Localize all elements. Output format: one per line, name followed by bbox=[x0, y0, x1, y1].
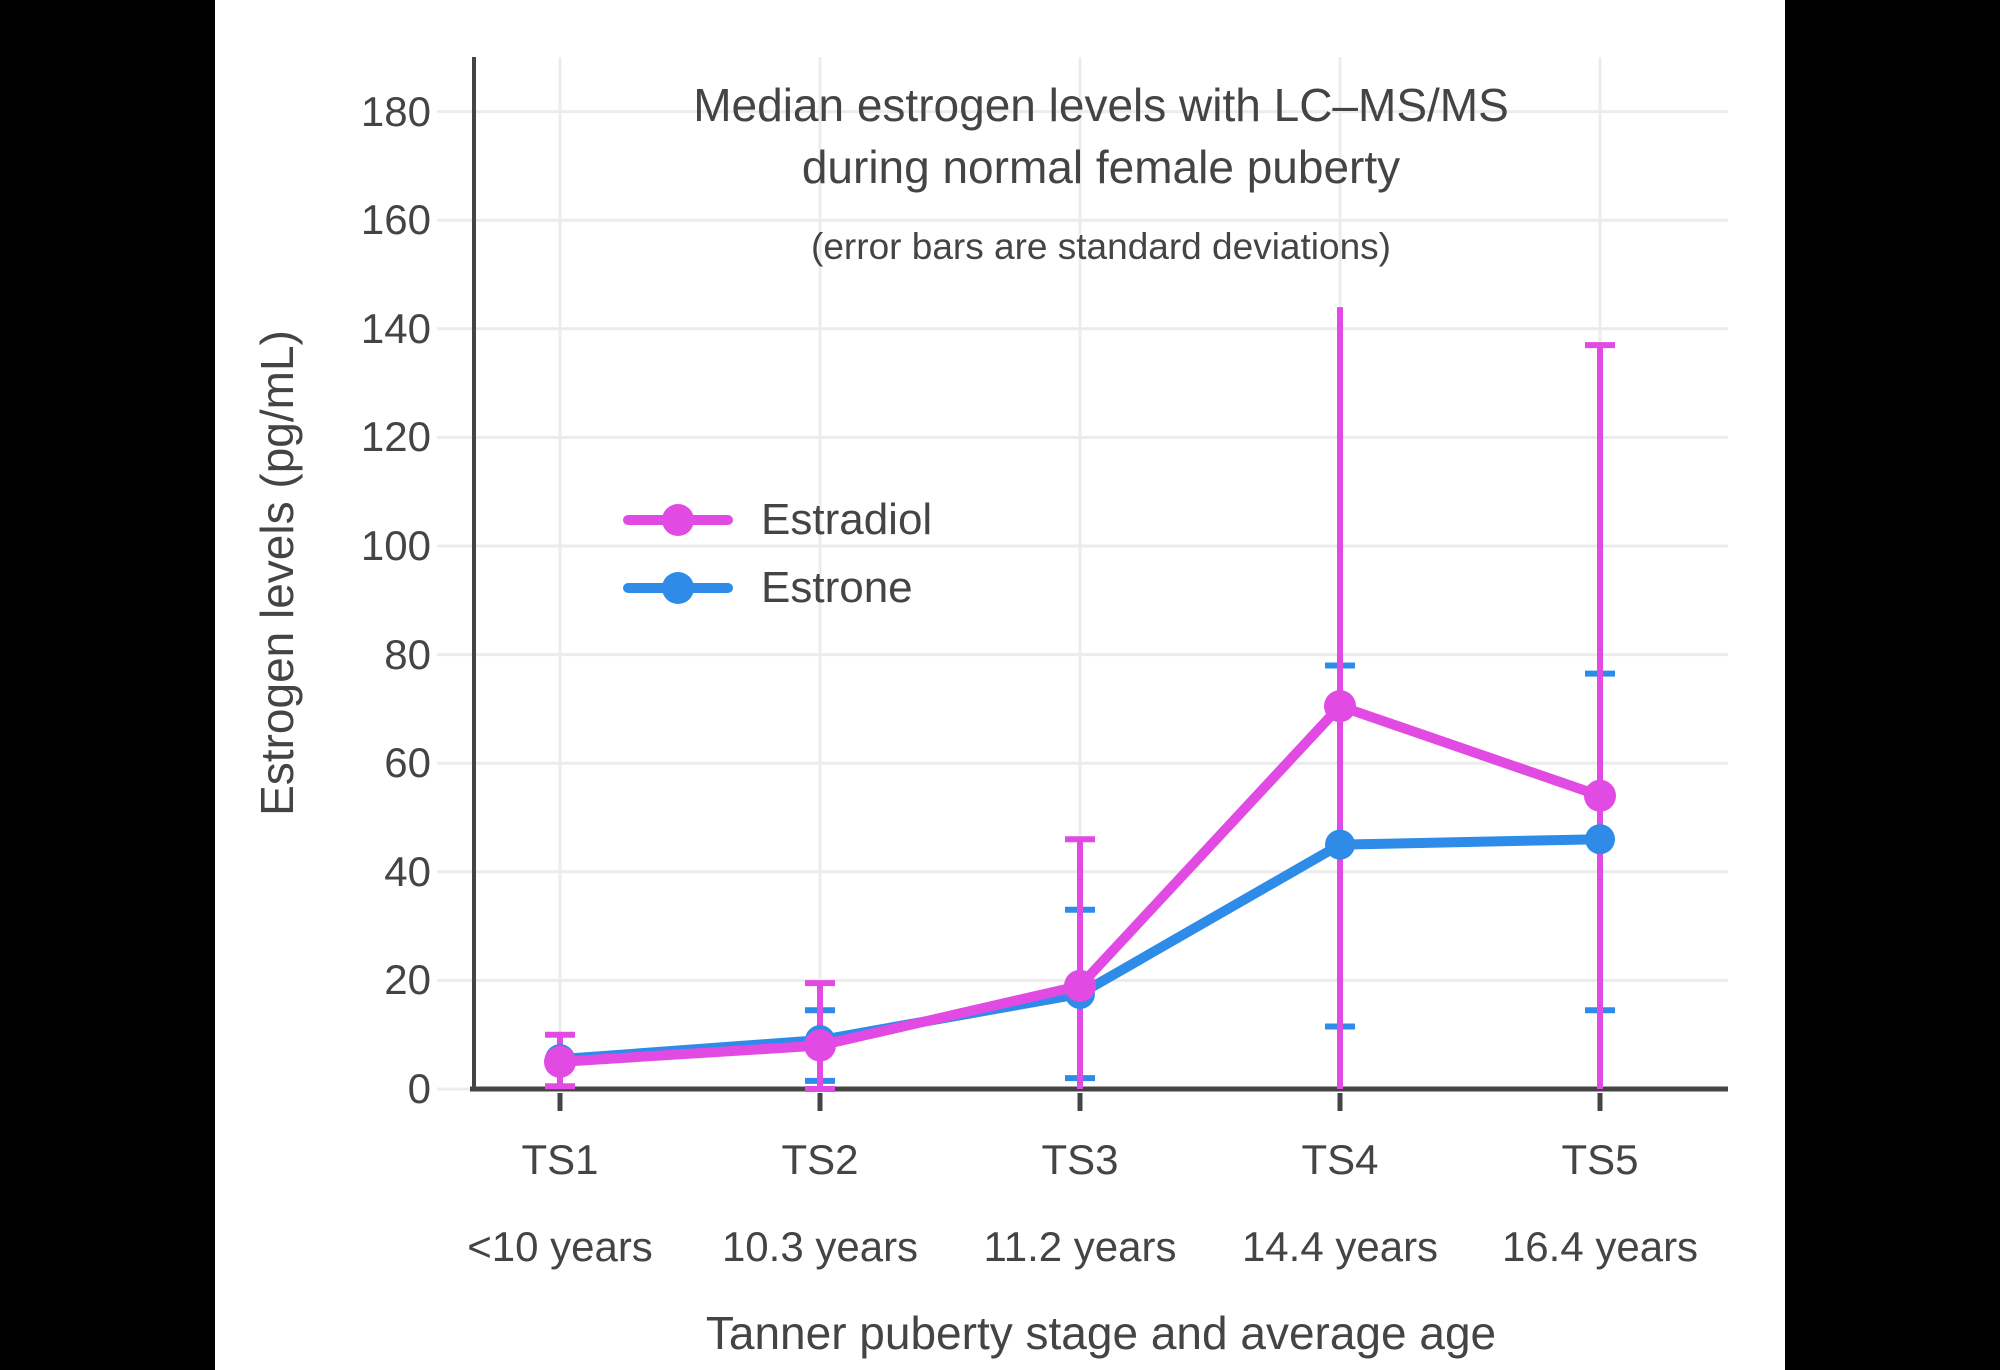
data-point-estradiol-ts4 bbox=[1324, 690, 1356, 723]
legend-item-estrone[interactable]: Estrone bbox=[623, 563, 913, 612]
x-tick-sublabel: 11.2 years bbox=[983, 1223, 1177, 1270]
x-tick-label: TS4 bbox=[1301, 1136, 1379, 1183]
x-tick-sublabel: 16.4 years bbox=[1501, 1223, 1699, 1270]
x-tick-sublabel: 10.3 years bbox=[721, 1223, 919, 1270]
estrone-legend-marker-icon bbox=[623, 565, 733, 611]
y-tick-label: 20 bbox=[384, 956, 431, 1004]
data-point-estradiol-ts5 bbox=[1584, 779, 1616, 812]
y-tick-label: 120 bbox=[360, 413, 431, 461]
x-axis-title: Tanner puberty stage and average age bbox=[705, 1307, 1497, 1359]
y-tick-label: 180 bbox=[360, 87, 431, 135]
x-tick-label: TS1 bbox=[521, 1136, 599, 1183]
chart-panel: Median estrogen levels with LC–MS/MS dur… bbox=[215, 0, 1785, 1370]
x-tick-label: TS2 bbox=[781, 1136, 859, 1183]
plot-area bbox=[437, 57, 1728, 1111]
chart-title-line2: during normal female puberty bbox=[801, 141, 1401, 193]
x-tick-sublabel: 14.4 years bbox=[1241, 1223, 1439, 1270]
chart-title: Median estrogen levels with LC–MS/MS dur… bbox=[474, 74, 1728, 198]
data-point-estradiol-ts2 bbox=[804, 1029, 836, 1062]
y-tick-label: 160 bbox=[360, 196, 431, 244]
data-point-estradiol-ts3 bbox=[1064, 969, 1096, 1002]
x-tick-label: TS5 bbox=[1561, 1136, 1639, 1183]
data-point-estrone-ts5 bbox=[1585, 824, 1615, 855]
legend-label-estrone: Estrone bbox=[761, 563, 913, 612]
y-tick-label: 0 bbox=[407, 1065, 431, 1112]
estradiol-legend-marker-icon bbox=[623, 497, 733, 543]
y-tick-label: 100 bbox=[360, 522, 431, 569]
y-tick-label: 140 bbox=[360, 304, 431, 352]
x-tick-sublabel: <10 years bbox=[467, 1223, 653, 1270]
x-tick-label: TS3 bbox=[1041, 1136, 1119, 1183]
chart-title-line1: Median estrogen levels with LC–MS/MS bbox=[693, 79, 1509, 131]
y-tick-label: 80 bbox=[384, 630, 431, 678]
estradiol-dot-swatch bbox=[662, 504, 694, 536]
y-tick-label: 60 bbox=[384, 739, 431, 787]
estrone-dot-swatch bbox=[662, 572, 694, 604]
data-point-estrone-ts4 bbox=[1325, 829, 1355, 860]
y-tick-label: 40 bbox=[384, 847, 431, 895]
data-point-estradiol-ts1 bbox=[544, 1045, 576, 1078]
chart-subtitle: (error bars are standard deviations) bbox=[811, 226, 1391, 267]
legend-item-estradiol[interactable]: Estradiol bbox=[623, 495, 933, 544]
legend-label-estradiol: Estradiol bbox=[761, 495, 933, 544]
y-axis-title: Estrogen levels (pg/mL) bbox=[251, 330, 303, 816]
